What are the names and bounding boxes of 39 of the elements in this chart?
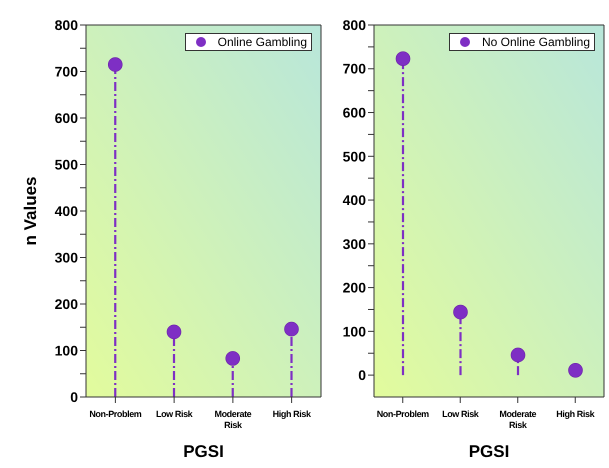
point [510, 348, 526, 362]
point [166, 324, 182, 340]
point [568, 363, 583, 378]
legend-label: Online Gambling [218, 35, 307, 49]
x-tick-label: Low Risk [156, 409, 194, 419]
y-tick-label: 800 [54, 16, 78, 33]
y-tick-label: 400 [54, 202, 78, 219]
y-tick-label: 0 [70, 388, 78, 405]
y-tick-label: 700 [342, 60, 366, 77]
x-axis-title: PGSI [468, 442, 510, 461]
y-tick-label: 800 [342, 16, 366, 33]
y-tick-label: 100 [342, 323, 366, 340]
y-tick-label: 300 [54, 249, 78, 266]
y-tick-label: 500 [342, 148, 366, 164]
x-tick-label: Moderate Risk [499, 409, 537, 430]
x-tick-label: Low Risk [442, 409, 480, 419]
legend-label: No Online Gambling [482, 35, 590, 49]
y-tick-label: 600 [54, 110, 78, 126]
x-tick-label: High Risk [272, 409, 312, 419]
y-tick-label: 400 [342, 192, 366, 208]
point [396, 51, 410, 66]
y-tick-label: 500 [54, 156, 78, 172]
x-tick-label: Moderate Risk [214, 409, 252, 430]
y-axis-title: n Values [21, 176, 40, 246]
x-tick-label: Non-Problem [376, 409, 430, 419]
y-tick-label: 0 [358, 367, 366, 384]
point [108, 57, 123, 72]
x-tick-label: Non-Problem [89, 409, 142, 419]
y-tick-label: 700 [54, 63, 78, 80]
y-tick-label: 200 [342, 280, 366, 296]
y-tick-label: 300 [342, 236, 366, 252]
point [453, 304, 468, 320]
y-tick-label: 600 [342, 104, 366, 120]
x-axis-title: PGSI [183, 442, 224, 461]
point [225, 351, 240, 366]
x-tick-label: High Risk [556, 409, 596, 419]
y-tick-label: 200 [54, 296, 78, 312]
y-tick-label: 100 [54, 342, 78, 358]
point [284, 322, 299, 336]
